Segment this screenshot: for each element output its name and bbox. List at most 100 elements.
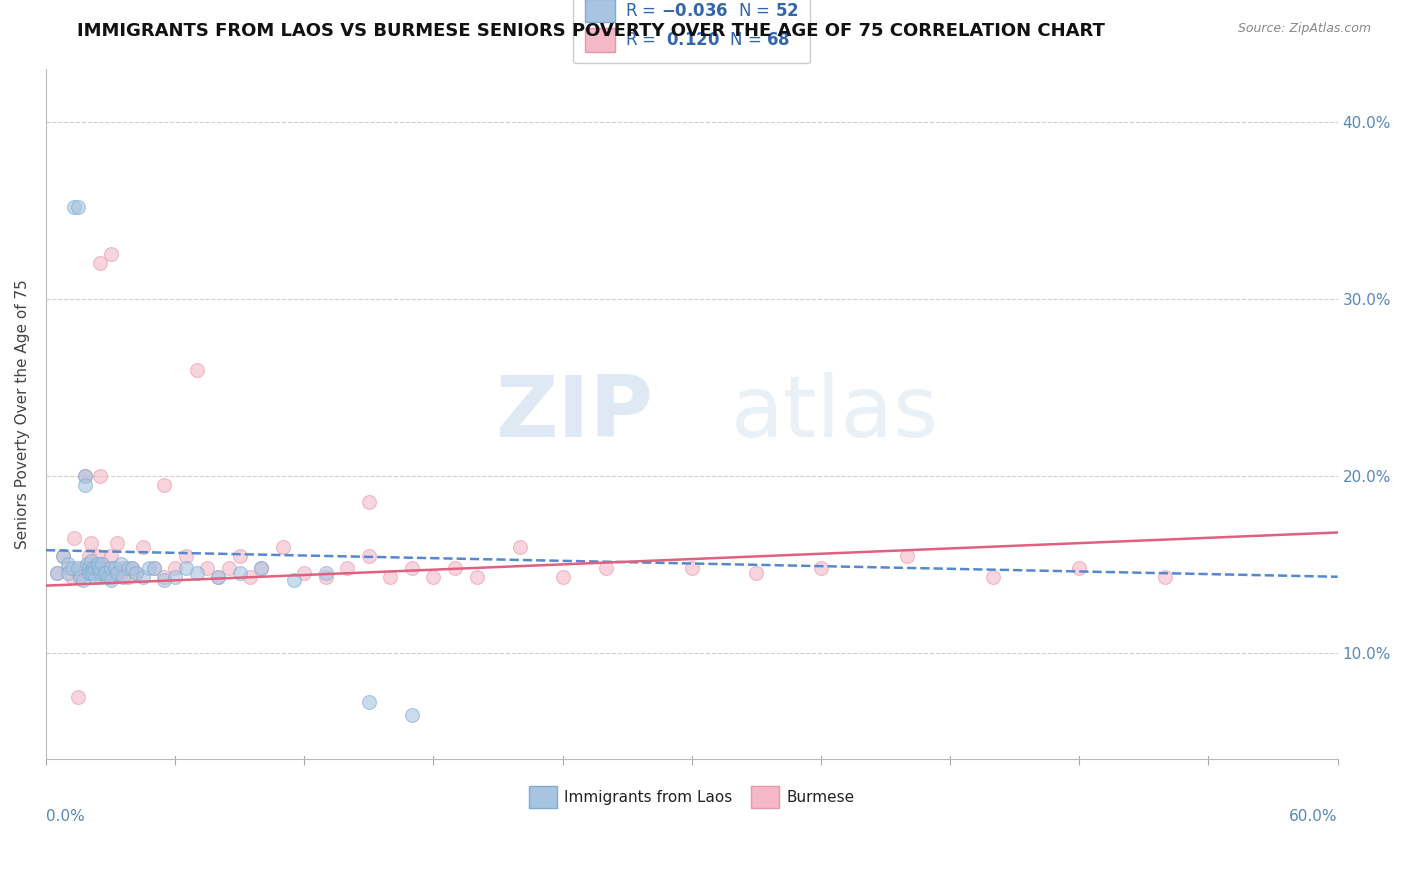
Point [89, 570, 111, 584]
Point [100, 561, 122, 575]
Point [100, 247, 122, 261]
Point [401, 561, 423, 575]
Point [283, 574, 305, 588]
Point [45, 566, 67, 581]
Legend: Immigrants from Laos, Burmese: Immigrants from Laos, Burmese [523, 780, 860, 814]
Point [207, 570, 229, 584]
Point [84, 561, 107, 575]
Point [60, 561, 83, 575]
Point [67, 200, 90, 214]
Text: atlas: atlas [731, 372, 939, 455]
Point [73, 477, 96, 491]
Point [80, 566, 103, 581]
Point [444, 561, 467, 575]
Point [91, 558, 114, 572]
Text: Source: ZipAtlas.com: Source: ZipAtlas.com [1237, 22, 1371, 36]
Point [89, 468, 111, 483]
Point [186, 566, 208, 581]
Point [380, 570, 402, 584]
Point [45, 566, 67, 581]
Point [77, 561, 100, 575]
Point [96, 566, 118, 581]
Point [174, 561, 197, 575]
Point [56, 558, 79, 572]
Point [509, 540, 531, 554]
Point [218, 561, 240, 575]
Point [67, 561, 90, 575]
Point [86, 561, 108, 575]
Point [422, 570, 444, 584]
Point [271, 540, 294, 554]
Point [153, 574, 176, 588]
Point [89, 256, 111, 270]
Point [110, 558, 132, 572]
Point [357, 696, 380, 710]
Point [82, 566, 104, 581]
Point [86, 558, 108, 572]
Point [96, 566, 118, 581]
Point [117, 570, 139, 584]
Point [69, 570, 91, 584]
Point [250, 561, 273, 575]
Point [153, 570, 176, 584]
Point [76, 558, 98, 572]
Point [91, 558, 114, 572]
Point [896, 549, 918, 563]
Point [67, 566, 90, 581]
Point [132, 570, 155, 584]
Point [465, 570, 488, 584]
Point [67, 690, 90, 705]
Point [80, 536, 103, 550]
Point [63, 200, 86, 214]
Point [56, 561, 79, 575]
Point [401, 707, 423, 722]
Point [56, 566, 79, 581]
Point [100, 570, 122, 584]
Point [132, 540, 155, 554]
Point [239, 570, 262, 584]
Point [100, 574, 122, 588]
Point [82, 561, 104, 575]
Point [73, 468, 96, 483]
Point [63, 531, 86, 545]
Point [981, 570, 1004, 584]
Point [77, 566, 100, 581]
Point [82, 566, 104, 581]
Point [72, 561, 94, 575]
Point [142, 561, 165, 575]
Point [89, 561, 111, 575]
Point [595, 561, 617, 575]
Point [76, 561, 98, 575]
Text: ZIP: ZIP [495, 372, 652, 455]
Point [93, 566, 115, 581]
Point [72, 574, 94, 588]
Point [121, 561, 143, 575]
Point [110, 566, 132, 581]
Point [250, 561, 273, 575]
Point [77, 561, 100, 575]
Point [153, 477, 176, 491]
Point [121, 561, 143, 575]
Point [336, 561, 359, 575]
Point [60, 570, 83, 584]
Point [77, 549, 100, 563]
Point [97, 570, 120, 584]
Point [681, 561, 703, 575]
Point [104, 561, 127, 575]
Text: 60.0%: 60.0% [1289, 809, 1337, 823]
Point [292, 566, 315, 581]
Point [80, 554, 103, 568]
Point [84, 561, 107, 575]
Point [357, 495, 380, 509]
Y-axis label: Seniors Poverty Over the Age of 75: Seniors Poverty Over the Age of 75 [15, 279, 30, 549]
Point [551, 570, 574, 584]
Point [186, 362, 208, 376]
Point [117, 561, 139, 575]
Point [228, 566, 250, 581]
Point [745, 566, 768, 581]
Point [97, 561, 120, 575]
Point [100, 549, 122, 563]
Point [138, 561, 160, 575]
Point [174, 549, 197, 563]
Point [52, 549, 75, 563]
